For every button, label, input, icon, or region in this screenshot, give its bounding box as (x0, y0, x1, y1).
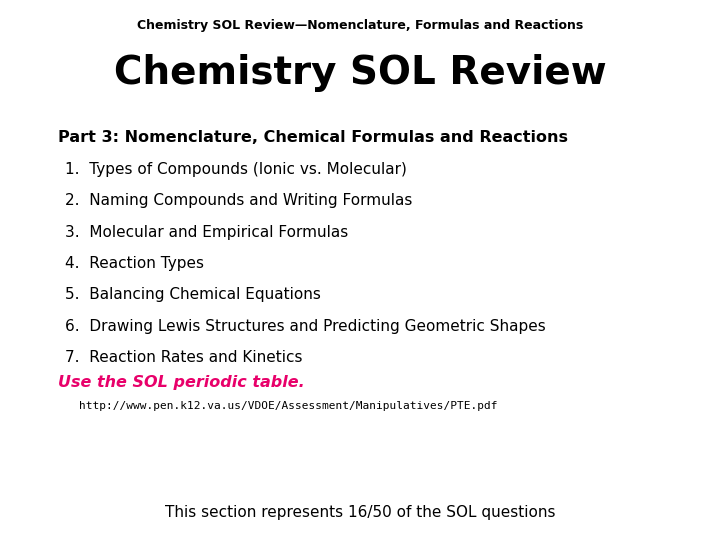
Text: http://www.pen.k12.va.us/VDOE/Assessment/Manipulatives/PTE.pdf: http://www.pen.k12.va.us/VDOE/Assessment… (79, 401, 498, 411)
Text: 5.  Balancing Chemical Equations: 5. Balancing Chemical Equations (65, 287, 320, 302)
Text: 7.  Reaction Rates and Kinetics: 7. Reaction Rates and Kinetics (65, 350, 302, 365)
Text: 3.  Molecular and Empirical Formulas: 3. Molecular and Empirical Formulas (65, 225, 348, 240)
Text: 1.  Types of Compounds (Ionic vs. Molecular): 1. Types of Compounds (Ionic vs. Molecul… (65, 162, 407, 177)
Text: Use the SOL periodic table.: Use the SOL periodic table. (58, 375, 305, 390)
Text: Chemistry SOL Review: Chemistry SOL Review (114, 54, 606, 92)
Text: Chemistry SOL Review—Nomenclature, Formulas and Reactions: Chemistry SOL Review—Nomenclature, Formu… (137, 19, 583, 32)
Text: Part 3: Nomenclature, Chemical Formulas and Reactions: Part 3: Nomenclature, Chemical Formulas … (58, 130, 567, 145)
Text: 6.  Drawing Lewis Structures and Predicting Geometric Shapes: 6. Drawing Lewis Structures and Predicti… (65, 319, 546, 334)
Text: 2.  Naming Compounds and Writing Formulas: 2. Naming Compounds and Writing Formulas (65, 193, 412, 208)
Text: 4.  Reaction Types: 4. Reaction Types (65, 256, 204, 271)
Text: This section represents 16/50 of the SOL questions: This section represents 16/50 of the SOL… (165, 505, 555, 520)
